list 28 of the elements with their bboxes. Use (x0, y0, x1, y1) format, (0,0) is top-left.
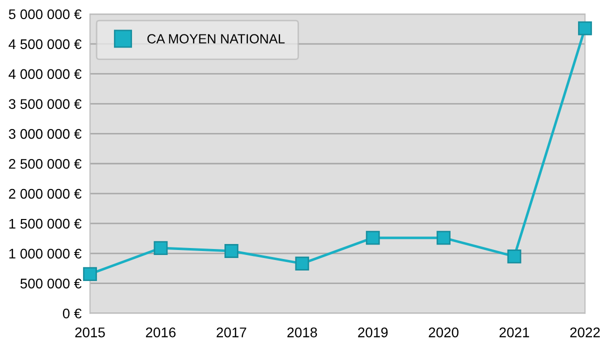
y-tick-label: 500 000 € (20, 278, 82, 288)
y-tick-label: 4 000 000 € (8, 69, 82, 80)
point (295, 256, 310, 271)
y-tick-label: 3 000 000 € (8, 129, 82, 139)
x-tick-label: 2022 (570, 328, 600, 338)
x-tick-label: 2018 (287, 328, 317, 338)
y-tick-label: 4 500 000 € (8, 39, 82, 50)
point (436, 230, 451, 245)
y-tick-label: 2 500 000 € (9, 158, 82, 169)
y-tick-label: 3 500 000 € (8, 99, 82, 109)
x-tick-label: 2020 (428, 328, 458, 338)
x-tick-label: 2021 (500, 328, 530, 338)
y-tick-label: 1 500 000 € (9, 218, 82, 229)
point (578, 21, 592, 36)
y-tick-label: 5 000 000 € (8, 9, 82, 20)
point (507, 249, 522, 264)
y-tick-label: 0 € (62, 308, 82, 318)
y-tick-label: 1 000 000 € (9, 248, 82, 259)
x-tick-label: 2015 (75, 328, 105, 338)
point (366, 230, 380, 245)
point (83, 267, 97, 281)
point (224, 244, 238, 258)
x-tick-label: 2016 (146, 328, 176, 338)
legend-label: CA MOYEN NATIONAL (147, 34, 285, 44)
point (154, 241, 168, 255)
y-tick-label: 2 000 000 € (9, 188, 82, 199)
x-tick-label: 2019 (358, 328, 388, 338)
x-tick-label: 2017 (216, 328, 246, 338)
